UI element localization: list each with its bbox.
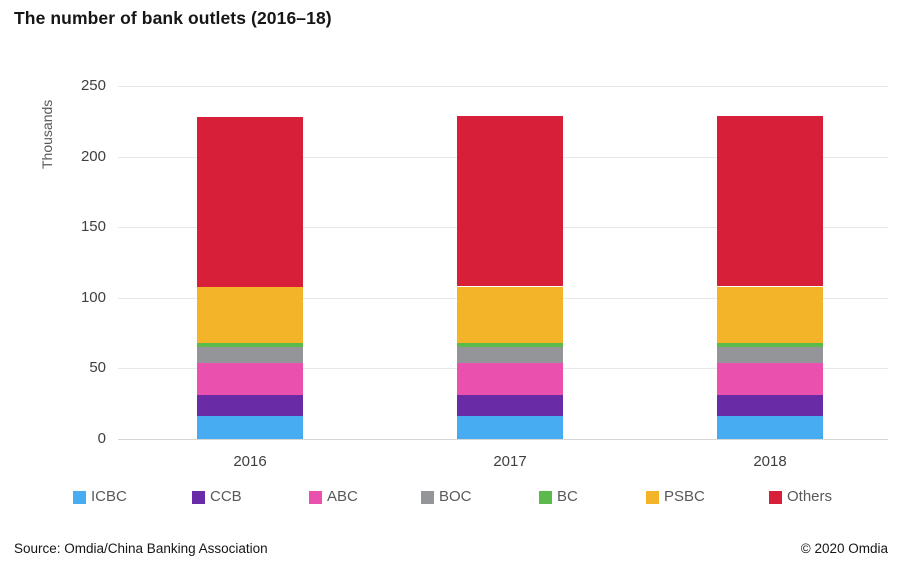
y-axis-label: Thousands	[39, 99, 55, 169]
y-tick-label: 100	[80, 288, 106, 306]
legend-item-abc: ABC	[309, 489, 358, 505]
legend-label: ABC	[327, 488, 358, 505]
legend-label: PSBC	[664, 488, 705, 505]
bar-segment-boc-2016	[197, 347, 303, 363]
x-axis-label-2016: 2016	[233, 453, 267, 470]
legend-label: ICBC	[91, 488, 127, 505]
legend-item-boc: BOC	[421, 489, 472, 505]
legend-swatch-icon	[73, 490, 86, 504]
bar-segment-boc-2017	[457, 347, 563, 363]
legend-swatch-icon	[539, 490, 552, 504]
legend-label: Others	[787, 488, 833, 505]
bar-segment-ccb-2016	[197, 395, 303, 417]
legend-item-psbc: PSBC	[646, 489, 705, 505]
y-tick-label: 150	[80, 218, 106, 236]
bar-segment-others-2018	[717, 115, 823, 287]
legend-item-others: Others	[769, 489, 832, 505]
y-tick-label: 50	[89, 359, 106, 377]
bar-segment-bc-2017	[457, 342, 563, 348]
bar-segment-others-2016	[197, 117, 303, 287]
bar-segment-abc-2017	[457, 362, 563, 396]
bar-segment-bc-2016	[197, 342, 303, 348]
x-axis-label-2017: 2017	[493, 453, 527, 470]
bar-segment-bc-2018	[717, 342, 823, 348]
y-tick-label: 200	[80, 147, 106, 165]
bar-segment-psbc-2018	[717, 286, 823, 343]
bar-segment-psbc-2016	[197, 286, 303, 343]
legend-item-bc: BC	[539, 489, 578, 505]
legend-label: BC	[557, 488, 578, 505]
legend-swatch-icon	[769, 490, 782, 504]
bar-segment-ccb-2017	[457, 395, 563, 417]
bar-segment-ccb-2018	[717, 395, 823, 417]
bar-segment-psbc-2017	[457, 286, 563, 343]
y-tick-label: 250	[80, 77, 106, 94]
legend-swatch-icon	[646, 490, 659, 504]
bar-segment-others-2017	[457, 115, 563, 287]
source-note: Source: Omdia/China Banking Association	[14, 541, 268, 556]
bar-segment-abc-2016	[197, 362, 303, 396]
legend-swatch-icon	[421, 490, 434, 504]
gridline-y250	[118, 86, 888, 87]
bar-segment-abc-2018	[717, 362, 823, 396]
legend-label: CCB	[210, 488, 242, 505]
copyright-note: © 2020 Omdia	[800, 541, 888, 556]
bar-segment-icbc-2018	[717, 416, 823, 439]
y-tick-label: 0	[97, 430, 106, 447]
legend-swatch-icon	[192, 490, 205, 504]
legend-item-ccb: CCB	[192, 489, 242, 505]
gridline-y0	[118, 439, 888, 440]
legend-item-icbc: ICBC	[73, 489, 127, 505]
bar-segment-boc-2018	[717, 347, 823, 363]
chart-title: The number of bank outlets (2016–18)	[14, 8, 332, 28]
bar-segment-icbc-2016	[197, 416, 303, 439]
legend-swatch-icon	[309, 490, 322, 504]
bar-segment-icbc-2017	[457, 416, 563, 439]
x-axis-label-2018: 2018	[753, 453, 787, 470]
legend-label: BOC	[439, 488, 472, 505]
